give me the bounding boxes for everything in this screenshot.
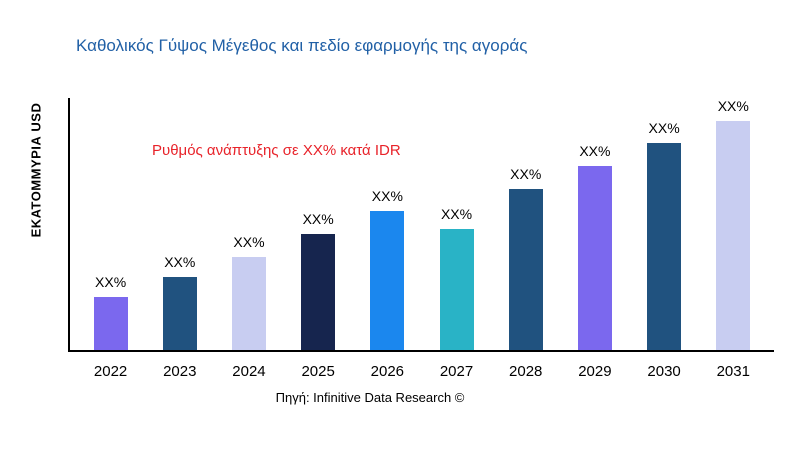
- bar-group: XX% 2022: [79, 98, 143, 380]
- bar: [577, 166, 612, 350]
- bar-group: XX% 2031: [701, 98, 765, 380]
- bar-value-label: XX%: [717, 98, 749, 114]
- y-axis-label: ΕΚΑΤΟΜΜΥΡΙΑ USD: [28, 102, 44, 238]
- x-tick-label: 2022: [93, 363, 128, 380]
- bar-value-label: XX%: [302, 211, 334, 228]
- x-tick-label: 2023: [163, 363, 197, 380]
- bar-value-label: XX%: [95, 274, 127, 291]
- x-tick-label: 2027: [439, 363, 474, 380]
- bar-group: XX% 2028: [494, 98, 558, 380]
- bar-group: XX% 2025: [286, 98, 350, 380]
- bars-container: XX% 2022 XX% 2023 XX% 2024 XX% 2025 XX% 2026 XX% 20…: [70, 98, 774, 380]
- bar-group: XX% 2023: [148, 98, 212, 380]
- x-tick-label: 2026: [370, 363, 405, 380]
- bar-value-label: XX%: [164, 253, 196, 270]
- source-caption: Πηγή: Infinitive Data Research ©: [275, 390, 465, 405]
- bar-group: XX% 2030: [632, 98, 696, 380]
- bar: [716, 121, 751, 350]
- bar-value-label: XX%: [579, 143, 611, 160]
- bar: [439, 229, 474, 350]
- plot-area: Ρυθμός ανάπτυξης σε XX% κατά IDR XX% 2022…: [68, 98, 774, 380]
- bar-value-label: XX%: [510, 165, 542, 182]
- x-tick-label: 2030: [647, 363, 681, 380]
- bar-group: XX% 2026: [355, 98, 419, 380]
- bar-value-label: XX%: [233, 233, 265, 250]
- bar: [93, 297, 128, 350]
- bar: [231, 256, 266, 350]
- growth-annotation: Ρυθμός ανάπτυξης σε XX% κατά IDR: [152, 142, 401, 159]
- bar-group: XX% 2024: [217, 98, 281, 380]
- bar: [647, 143, 682, 350]
- bar: [162, 276, 197, 350]
- bar-value-label: XX%: [440, 206, 473, 223]
- x-tick-label: 2029: [578, 363, 612, 380]
- bar: [508, 188, 543, 350]
- x-tick-label: 2031: [716, 363, 750, 380]
- bar: [370, 211, 405, 350]
- x-tick-label: 2028: [509, 363, 543, 380]
- bar-value-label: XX%: [371, 188, 403, 205]
- x-tick-label: 2024: [232, 363, 266, 380]
- chart-title: Καθολικός Γύψος Μέγεθος και πεδίο εφαρμο…: [76, 36, 528, 55]
- bar: [301, 234, 336, 350]
- bar-group: XX% 2027: [425, 98, 489, 380]
- bar-group: XX% 2029: [563, 98, 627, 380]
- x-tick-label: 2025: [301, 363, 335, 380]
- bar-value-label: XX%: [648, 120, 680, 137]
